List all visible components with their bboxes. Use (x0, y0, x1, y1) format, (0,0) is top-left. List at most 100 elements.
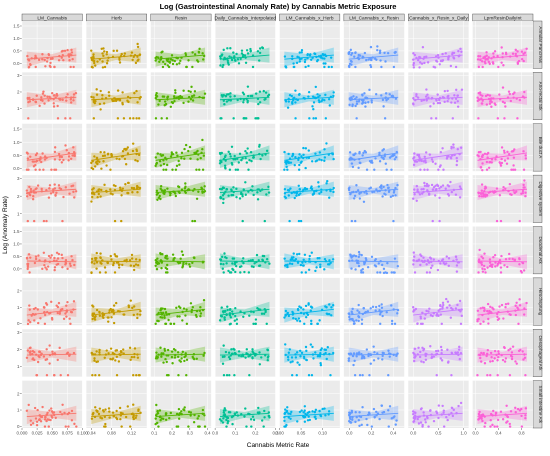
data-point (55, 94, 59, 97)
data-point (284, 66, 288, 69)
data-point (124, 163, 128, 166)
data-point (229, 99, 232, 102)
data-point (381, 195, 384, 198)
data-point (201, 52, 204, 55)
data-point (493, 254, 497, 257)
data-point (90, 49, 93, 52)
data-point (426, 168, 429, 171)
data-point (130, 51, 134, 54)
data-point (220, 54, 223, 57)
data-point (518, 298, 521, 301)
data-point (245, 117, 248, 120)
data-point (43, 425, 47, 428)
regression-line (477, 54, 528, 60)
data-point (161, 154, 165, 157)
data-point (394, 423, 397, 426)
y-tick-label: 1.0 (13, 140, 20, 145)
data-point (42, 90, 45, 93)
data-point (41, 92, 45, 95)
data-point (155, 161, 159, 165)
data-point (112, 49, 115, 53)
data-point (328, 196, 331, 199)
data-point (99, 150, 102, 154)
data-point (354, 65, 357, 69)
data-point (192, 421, 196, 424)
regression-line (413, 96, 463, 101)
data-point (348, 62, 352, 66)
data-point (222, 271, 225, 274)
data-point (62, 195, 65, 199)
x-tick-label: 0.0 (472, 431, 479, 436)
data-point (242, 101, 245, 104)
regression-line (348, 54, 399, 60)
data-point (123, 157, 127, 161)
data-point (53, 268, 56, 272)
regression-line (219, 96, 270, 101)
y-tick-label: 1.5 (13, 229, 20, 234)
data-point (107, 320, 110, 323)
data-point (95, 156, 99, 160)
data-point (501, 86, 505, 89)
data-point (245, 49, 249, 52)
data-point (111, 99, 114, 103)
data-point (222, 63, 225, 67)
data-point (121, 149, 125, 153)
data-point (109, 347, 113, 350)
data-point (522, 59, 525, 63)
data-point (224, 166, 227, 169)
data-point (292, 252, 295, 255)
data-point (265, 322, 268, 326)
data-point (229, 47, 232, 50)
data-point (412, 97, 415, 100)
data-point (454, 97, 458, 100)
data-point (38, 168, 41, 171)
data-point (90, 271, 93, 274)
data-point (441, 52, 444, 56)
data-point (164, 266, 167, 270)
data-point (179, 94, 182, 98)
data-point (254, 92, 258, 95)
data-point (49, 65, 52, 69)
data-point (187, 100, 190, 103)
data-point (320, 99, 323, 103)
data-point (170, 151, 173, 154)
data-point (425, 55, 428, 58)
data-point (514, 48, 517, 52)
data-point (304, 58, 307, 61)
data-point (304, 345, 308, 349)
data-point (68, 59, 71, 62)
data-point (34, 164, 37, 167)
data-point (441, 301, 445, 305)
data-point (503, 117, 506, 120)
data-point (522, 168, 526, 171)
data-point (352, 322, 356, 326)
data-point (154, 164, 157, 168)
data-point (489, 360, 492, 363)
data-point (388, 93, 391, 96)
data-point (166, 64, 169, 67)
data-point (420, 62, 424, 65)
data-point (136, 45, 140, 49)
data-point (483, 268, 486, 271)
data-point (43, 58, 46, 62)
data-point (435, 60, 439, 63)
y-tick-label: 2 (17, 391, 20, 396)
data-point (370, 99, 373, 102)
data-point (323, 156, 327, 159)
data-point (250, 425, 253, 428)
data-point (230, 145, 234, 148)
data-point (489, 425, 492, 428)
data-point (107, 91, 111, 94)
data-point (203, 92, 207, 95)
data-point (412, 63, 415, 67)
x-tick-label: 0.08 (107, 431, 116, 436)
data-point (234, 158, 237, 161)
data-point (175, 306, 178, 310)
data-point (304, 166, 307, 170)
data-point (66, 48, 69, 52)
data-point (312, 101, 316, 104)
data-point (481, 65, 484, 69)
data-point (235, 195, 238, 199)
data-point (249, 49, 252, 53)
data-point (98, 271, 102, 274)
